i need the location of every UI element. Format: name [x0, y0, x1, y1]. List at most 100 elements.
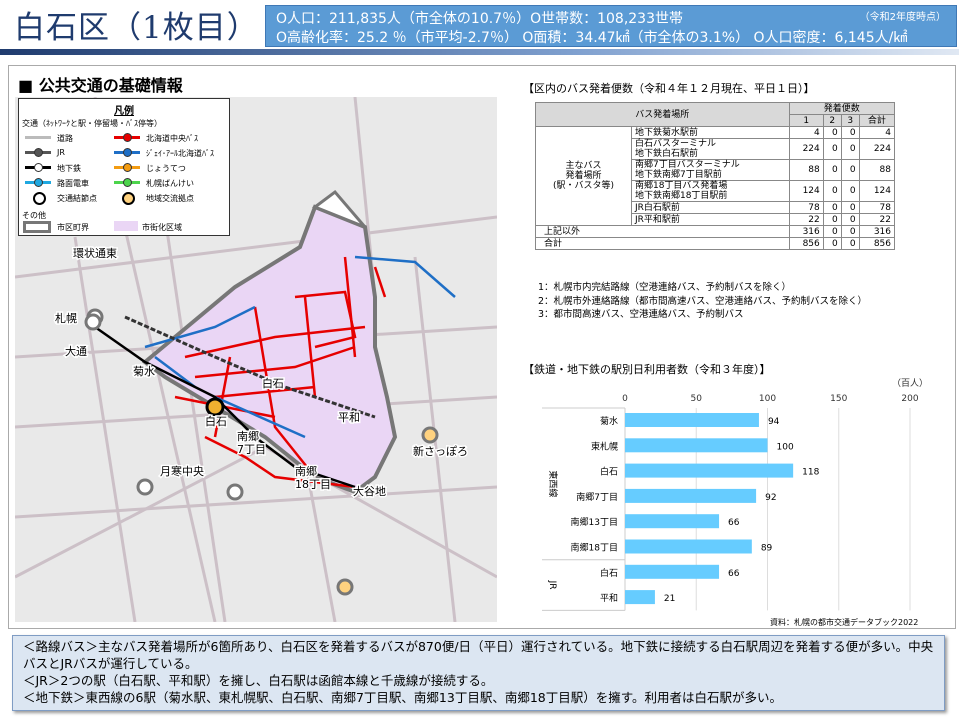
category-label: 平和 [600, 593, 618, 604]
table-cell: 白石バスターミナル 地下鉄白石駅前 [630, 138, 790, 160]
x-tick-label: 150 [830, 394, 847, 404]
subway-tozai-line [94, 325, 356, 489]
data-label: 89 [761, 544, 773, 554]
table-cell: 124 [858, 180, 896, 202]
table-cell: JR白石駅前 [630, 201, 790, 214]
table-cell: 856 [788, 237, 824, 250]
legend-swatch-icon [25, 148, 51, 157]
x-tick-label: 50 [691, 394, 703, 404]
category-label: 東札幌 [591, 440, 618, 452]
legend-swatch-icon [114, 178, 140, 187]
legend-swatch-icon [114, 133, 140, 142]
data-label: 94 [768, 417, 780, 427]
legend-swatch-icon [25, 136, 51, 139]
map-place-label: 南郷 18丁目 [295, 464, 331, 491]
legend-label: ｼﾞｪｲ･ｱｰﾙ北海道ﾊﾞｽ [146, 149, 214, 158]
note-1: 1：札幌市内完結路線（空港連絡バス、予約制バスを除く） [538, 282, 792, 293]
legend-subtitle: 交通（ﾈｯﾄﾜｰｸと駅・停留場・ﾊﾞｽ停等） [22, 119, 162, 128]
map-place-label: 南郷 7丁目 [237, 429, 266, 456]
table-cell: 78 [788, 201, 824, 214]
map-place-label: 月寒中央 [160, 464, 204, 478]
table-cell: 0 [840, 201, 860, 214]
legend-label: 道路 [57, 134, 73, 143]
note-2: 2：札幌市外連絡路線（都市間高速バス、空港連絡バス、予約制バスを除く） [538, 295, 868, 307]
table-cell: 316 [858, 225, 896, 238]
table-cell: 4 [788, 126, 824, 139]
data-label: 118 [802, 468, 819, 478]
data-label: 66 [728, 518, 740, 528]
bar [625, 590, 655, 605]
table-cell: 0 [840, 180, 860, 202]
table-row-other: 上記以外 316 0 0 316 [535, 225, 896, 238]
column-header: 1 [788, 114, 824, 127]
column-header: 合計 [858, 114, 896, 127]
map-place-label: 札幌 [55, 311, 77, 325]
urbanization-swatch-icon [114, 221, 138, 231]
map-place-label: 白石 [262, 376, 284, 390]
category-label: 白石 [600, 567, 618, 579]
table-cell: JR平和駅前 [630, 213, 790, 226]
summary-box: ＜路線バス＞主なバス発着場所が6箇所あり、白石区を発着するバスが870便/日（平… [12, 635, 945, 711]
bus-table-title: 【区内のバス発着便数（令和４年１２月現在、平日１日）】 [523, 82, 815, 95]
group-label: JR [547, 580, 557, 590]
chart-source: 資料：札幌の都市交通データブック2022 [770, 618, 919, 627]
table-cell: 0 [840, 237, 860, 250]
transit-nodes [84, 308, 439, 596]
legend-label: 交通結節点 [57, 194, 97, 203]
table-cell: 22 [788, 213, 824, 226]
legend-urbanization-label: 市街化区域 [142, 223, 182, 232]
legend-swatch-icon [25, 163, 51, 172]
legend-label: 地下鉄 [57, 164, 81, 173]
ridership-chart: 0 50 100 150 200 （百人） 94 菊水 100 東札幌 118 白石 92 南郷7丁目 66… [542, 378, 928, 611]
table-cell: 0 [822, 201, 842, 214]
header-divider [0, 49, 959, 55]
legend-other-title: その他 [22, 211, 46, 220]
data-label: 100 [777, 442, 794, 452]
column-header: 2 [822, 114, 842, 127]
table-cell: 0 [822, 126, 842, 139]
table-cell: 0 [840, 126, 860, 139]
table-cell: 856 [858, 237, 896, 250]
legend-label: じょうてつ [146, 164, 186, 173]
table-cell: 上記以外 [535, 225, 790, 238]
table-cell: 4 [858, 126, 896, 139]
table-cell: 合計 [535, 237, 790, 250]
bar [625, 488, 757, 503]
header-place: バス発着場所 [535, 102, 790, 127]
summary-subway: ＜地下鉄＞東西線の6駅（菊水駅、東札幌駅、白石駅、南郷7丁目駅、南郷13丁目駅、… [23, 690, 782, 705]
map-place-label: 新さっぽろ [413, 444, 468, 458]
group-label: 東西線 [547, 470, 559, 497]
table-cell: 地下鉄菊水駅前 [630, 126, 790, 139]
bar [625, 514, 720, 529]
jr-bus-routes [144, 255, 456, 439]
summary-jr: ＜JR＞2つの駅（白石駅、平和駅）を擁し、白石駅は函館本線と千歳線が接続する。 [23, 673, 494, 688]
table-cell: 88 [788, 159, 824, 181]
column-header: 3 [840, 114, 860, 127]
map-place-label: 白石 [205, 414, 227, 428]
category-label: 南郷13丁目 [571, 516, 618, 528]
map-place-label: 大通 [65, 344, 87, 358]
table-cell: 224 [788, 138, 824, 160]
stats-box: O人口：211,835人（市全体の10.7％）O世帯数：108,233世帯 O高… [265, 5, 957, 47]
table-cell: 88 [858, 159, 896, 181]
stats-note: （令和2年度時点） [859, 12, 946, 23]
category-label: 南郷7丁目 [576, 491, 618, 503]
table-row: JR平和駅前 22 0 0 22 [536, 213, 896, 226]
table-cell: 0 [840, 213, 860, 226]
stats-line-1: O人口：211,835人（市全体の10.7％）O世帯数：108,233世帯 [276, 11, 683, 27]
legend-label: 北海道中央ﾊﾞｽ [146, 134, 198, 143]
table-cell: 124 [788, 180, 824, 202]
chuo-bus-routes [174, 256, 387, 489]
table-cell: 22 [858, 213, 896, 226]
header-count: 発着便数 [788, 102, 896, 115]
table-cell: 0 [822, 213, 842, 226]
table-cell: 0 [822, 138, 842, 160]
boundary-swatch-icon [23, 221, 51, 233]
bus-departures-table: バス発着場所 発着便数 1 2 3 合計 主なバス 発着場所 (駅・バスタ等) 地下鉄菊水駅前… [535, 102, 896, 250]
table-cell: 0 [840, 138, 860, 160]
data-label: 92 [765, 493, 776, 503]
table-cell: 316 [788, 225, 824, 238]
page-title: 白石区（1枚目） [14, 10, 259, 46]
table-cell: 0 [822, 180, 842, 202]
legend-swatch-icon [114, 163, 140, 172]
